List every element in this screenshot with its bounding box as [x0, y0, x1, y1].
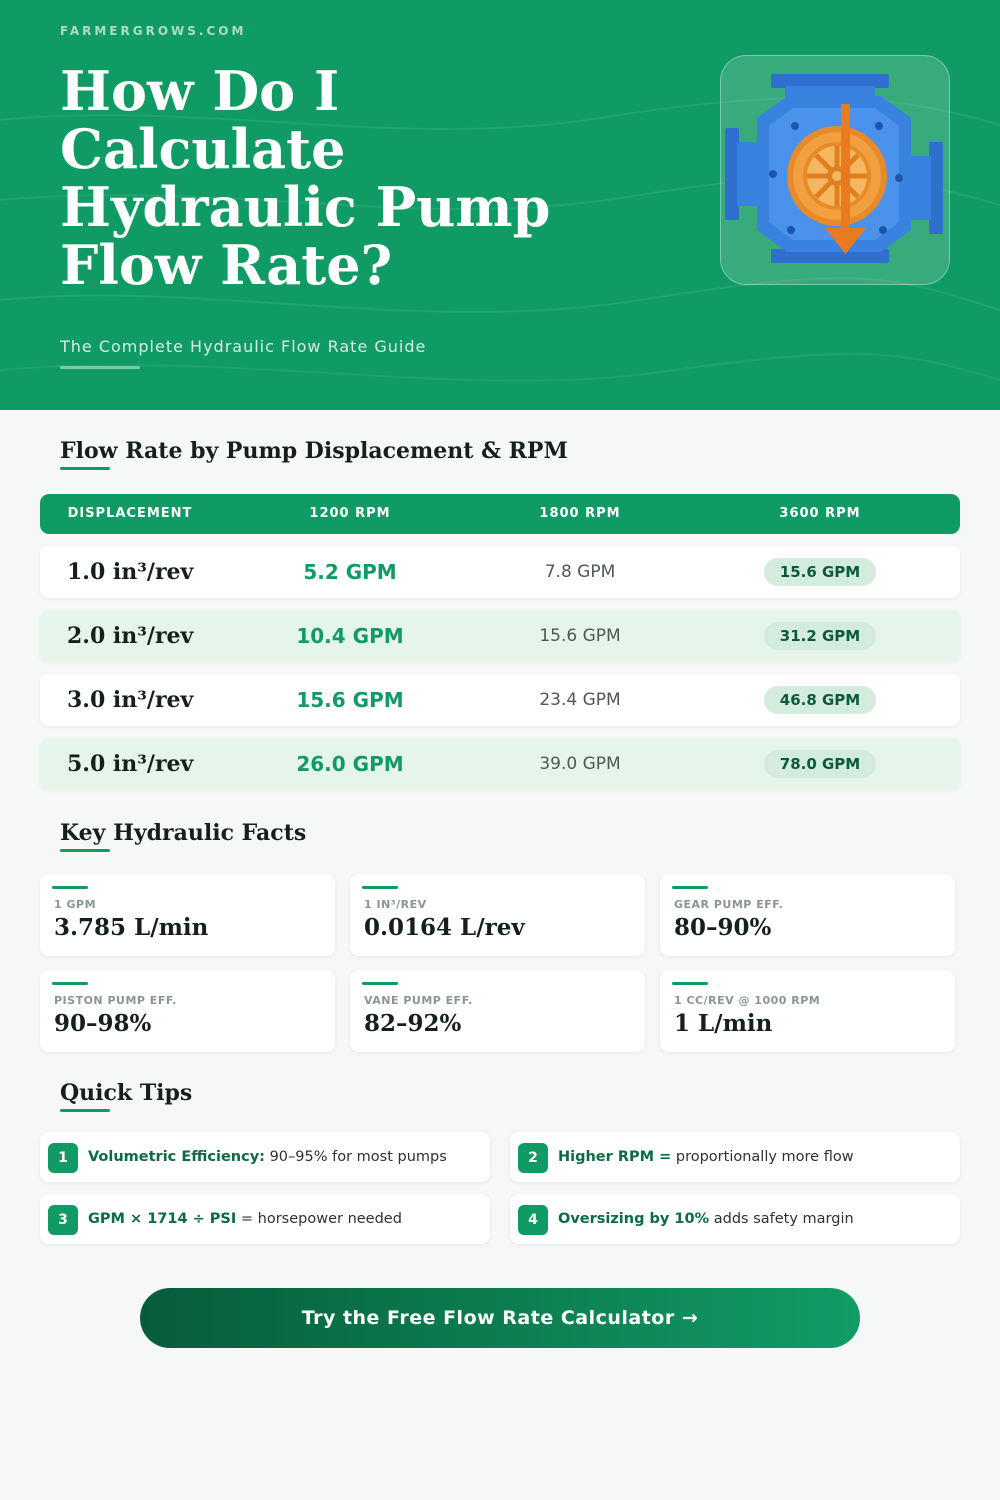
- fact-value: 1 L/min: [674, 1010, 773, 1037]
- section-underline: [60, 467, 110, 470]
- tip-detail: 90–95% for most pumps: [264, 1149, 447, 1165]
- tip-number-badge: 3: [48, 1205, 78, 1235]
- flow-3600-badge: 31.2 GPM: [764, 622, 876, 650]
- flow-3600-cell: 31.2 GPM: [740, 610, 900, 662]
- fact-card: 1 IN³/REV 0.0164 L/rev: [350, 874, 645, 956]
- facts-section-title: Key Hydraulic Facts: [60, 820, 307, 846]
- tip-text: Volumetric Efficiency: 90–95% for most p…: [88, 1132, 447, 1182]
- fact-label: PISTON PUMP EFF.: [54, 994, 177, 1007]
- table-row: 3.0 in³/rev 15.6 GPM 23.4 GPM 46.8 GPM: [40, 674, 960, 726]
- section-underline: [60, 1109, 110, 1112]
- fact-accent-bar: [362, 982, 398, 985]
- flow-3600-cell: 78.0 GPM: [740, 738, 900, 790]
- fact-label: 1 IN³/REV: [364, 898, 427, 911]
- site-name: FARMERGROWS.COM: [60, 24, 247, 38]
- flow-1800-cell: 23.4 GPM: [539, 690, 621, 710]
- fact-accent-bar: [362, 886, 398, 889]
- tip-card: 2 Higher RPM = proportionally more flow: [510, 1132, 960, 1182]
- table-section-title: Flow Rate by Pump Displacement & RPM: [60, 438, 568, 464]
- flow-3600-badge: 78.0 GPM: [764, 750, 876, 778]
- flow-3600-cell: 15.6 GPM: [740, 546, 900, 598]
- fact-accent-bar: [52, 982, 88, 985]
- tip-card: 3 GPM × 1714 ÷ PSI = horsepower needed: [40, 1194, 490, 1244]
- fact-card: PISTON PUMP EFF. 90–98%: [40, 970, 335, 1052]
- fact-label: 1 GPM: [54, 898, 97, 911]
- tip-text: GPM × 1714 ÷ PSI = horsepower needed: [88, 1194, 402, 1244]
- table-row: 1.0 in³/rev 5.2 GPM 7.8 GPM 15.6 GPM: [40, 546, 960, 598]
- column-header-1200-rpm: 1200 RPM: [309, 506, 391, 521]
- tip-detail: proportionally more flow: [671, 1149, 854, 1165]
- fact-label: VANE PUMP EFF.: [364, 994, 473, 1007]
- column-header-displacement: DISPLACEMENT: [67, 506, 193, 521]
- displacement-cell: 2.0 in³/rev: [67, 623, 194, 649]
- fact-value: 0.0164 L/rev: [364, 914, 525, 941]
- hydraulic-pump-icon: [725, 74, 943, 263]
- flow-1200-cell: 26.0 GPM: [296, 752, 404, 776]
- tip-number-badge: 1: [48, 1143, 78, 1173]
- displacement-cell: 1.0 in³/rev: [67, 559, 194, 585]
- tips-section-title: Quick Tips: [60, 1080, 193, 1106]
- tip-card: 4 Oversizing by 10% adds safety margin: [510, 1194, 960, 1244]
- fact-label: 1 CC/REV @ 1000 RPM: [674, 994, 821, 1007]
- flow-3600-badge: 46.8 GPM: [764, 686, 876, 714]
- hero-banner: FARMERGROWS.COM How Do I Calculate Hydra…: [0, 0, 1000, 410]
- page-title: How Do I Calculate Hydraulic Pump Flow R…: [60, 59, 551, 297]
- tip-detail: = horsepower needed: [236, 1211, 402, 1227]
- displacement-cell: 5.0 in³/rev: [67, 751, 194, 777]
- column-header-3600-rpm: 3600 RPM: [779, 506, 861, 521]
- section-underline: [60, 849, 110, 852]
- tip-emphasis: Volumetric Efficiency:: [88, 1149, 265, 1165]
- fact-accent-bar: [672, 982, 708, 985]
- page-subtitle: The Complete Hydraulic Flow Rate Guide: [60, 337, 427, 356]
- flow-1200-cell: 10.4 GPM: [296, 624, 404, 648]
- tip-emphasis: Oversizing by 10%: [558, 1211, 710, 1227]
- flow-1800-cell: 7.8 GPM: [544, 562, 616, 582]
- pump-illustration-card: [720, 55, 950, 285]
- tip-emphasis: GPM × 1714 ÷ PSI: [88, 1211, 237, 1227]
- fact-card: VANE PUMP EFF. 82–92%: [350, 970, 645, 1052]
- table-row: 5.0 in³/rev 26.0 GPM 39.0 GPM 78.0 GPM: [40, 738, 960, 790]
- tip-text: Oversizing by 10% adds safety margin: [558, 1194, 854, 1244]
- column-header-1800-rpm: 1800 RPM: [539, 506, 621, 521]
- fact-card: GEAR PUMP EFF. 80–90%: [660, 874, 955, 956]
- table-header: DISPLACEMENT 1200 RPM 1800 RPM 3600 RPM: [40, 494, 960, 534]
- fact-value: 82–92%: [364, 1010, 462, 1037]
- flow-3600-badge: 15.6 GPM: [764, 558, 876, 586]
- displacement-cell: 3.0 in³/rev: [67, 687, 194, 713]
- tip-text: Higher RPM = proportionally more flow: [558, 1132, 854, 1182]
- tip-emphasis: Higher RPM =: [558, 1149, 672, 1165]
- flow-3600-cell: 46.8 GPM: [740, 674, 900, 726]
- tip-number-badge: 4: [518, 1205, 548, 1235]
- fact-card: 1 CC/REV @ 1000 RPM 1 L/min: [660, 970, 955, 1052]
- fact-label: GEAR PUMP EFF.: [674, 898, 784, 911]
- fact-accent-bar: [52, 886, 88, 889]
- fact-accent-bar: [672, 886, 708, 889]
- tip-card: 1 Volumetric Efficiency: 90–95% for most…: [40, 1132, 490, 1182]
- fact-value: 3.785 L/min: [54, 914, 209, 941]
- tip-detail: adds safety margin: [709, 1211, 854, 1227]
- tip-number-badge: 2: [518, 1143, 548, 1173]
- flow-1800-cell: 15.6 GPM: [539, 626, 621, 646]
- flow-1200-cell: 5.2 GPM: [303, 560, 397, 584]
- subtitle-underline: [60, 366, 140, 369]
- flow-1200-cell: 15.6 GPM: [296, 688, 404, 712]
- calculator-cta-button[interactable]: Try the Free Flow Rate Calculator →: [140, 1288, 860, 1348]
- table-row: 2.0 in³/rev 10.4 GPM 15.6 GPM 31.2 GPM: [40, 610, 960, 662]
- fact-value: 80–90%: [674, 914, 772, 941]
- flow-1800-cell: 39.0 GPM: [539, 754, 621, 774]
- fact-value: 90–98%: [54, 1010, 152, 1037]
- fact-card: 1 GPM 3.785 L/min: [40, 874, 335, 956]
